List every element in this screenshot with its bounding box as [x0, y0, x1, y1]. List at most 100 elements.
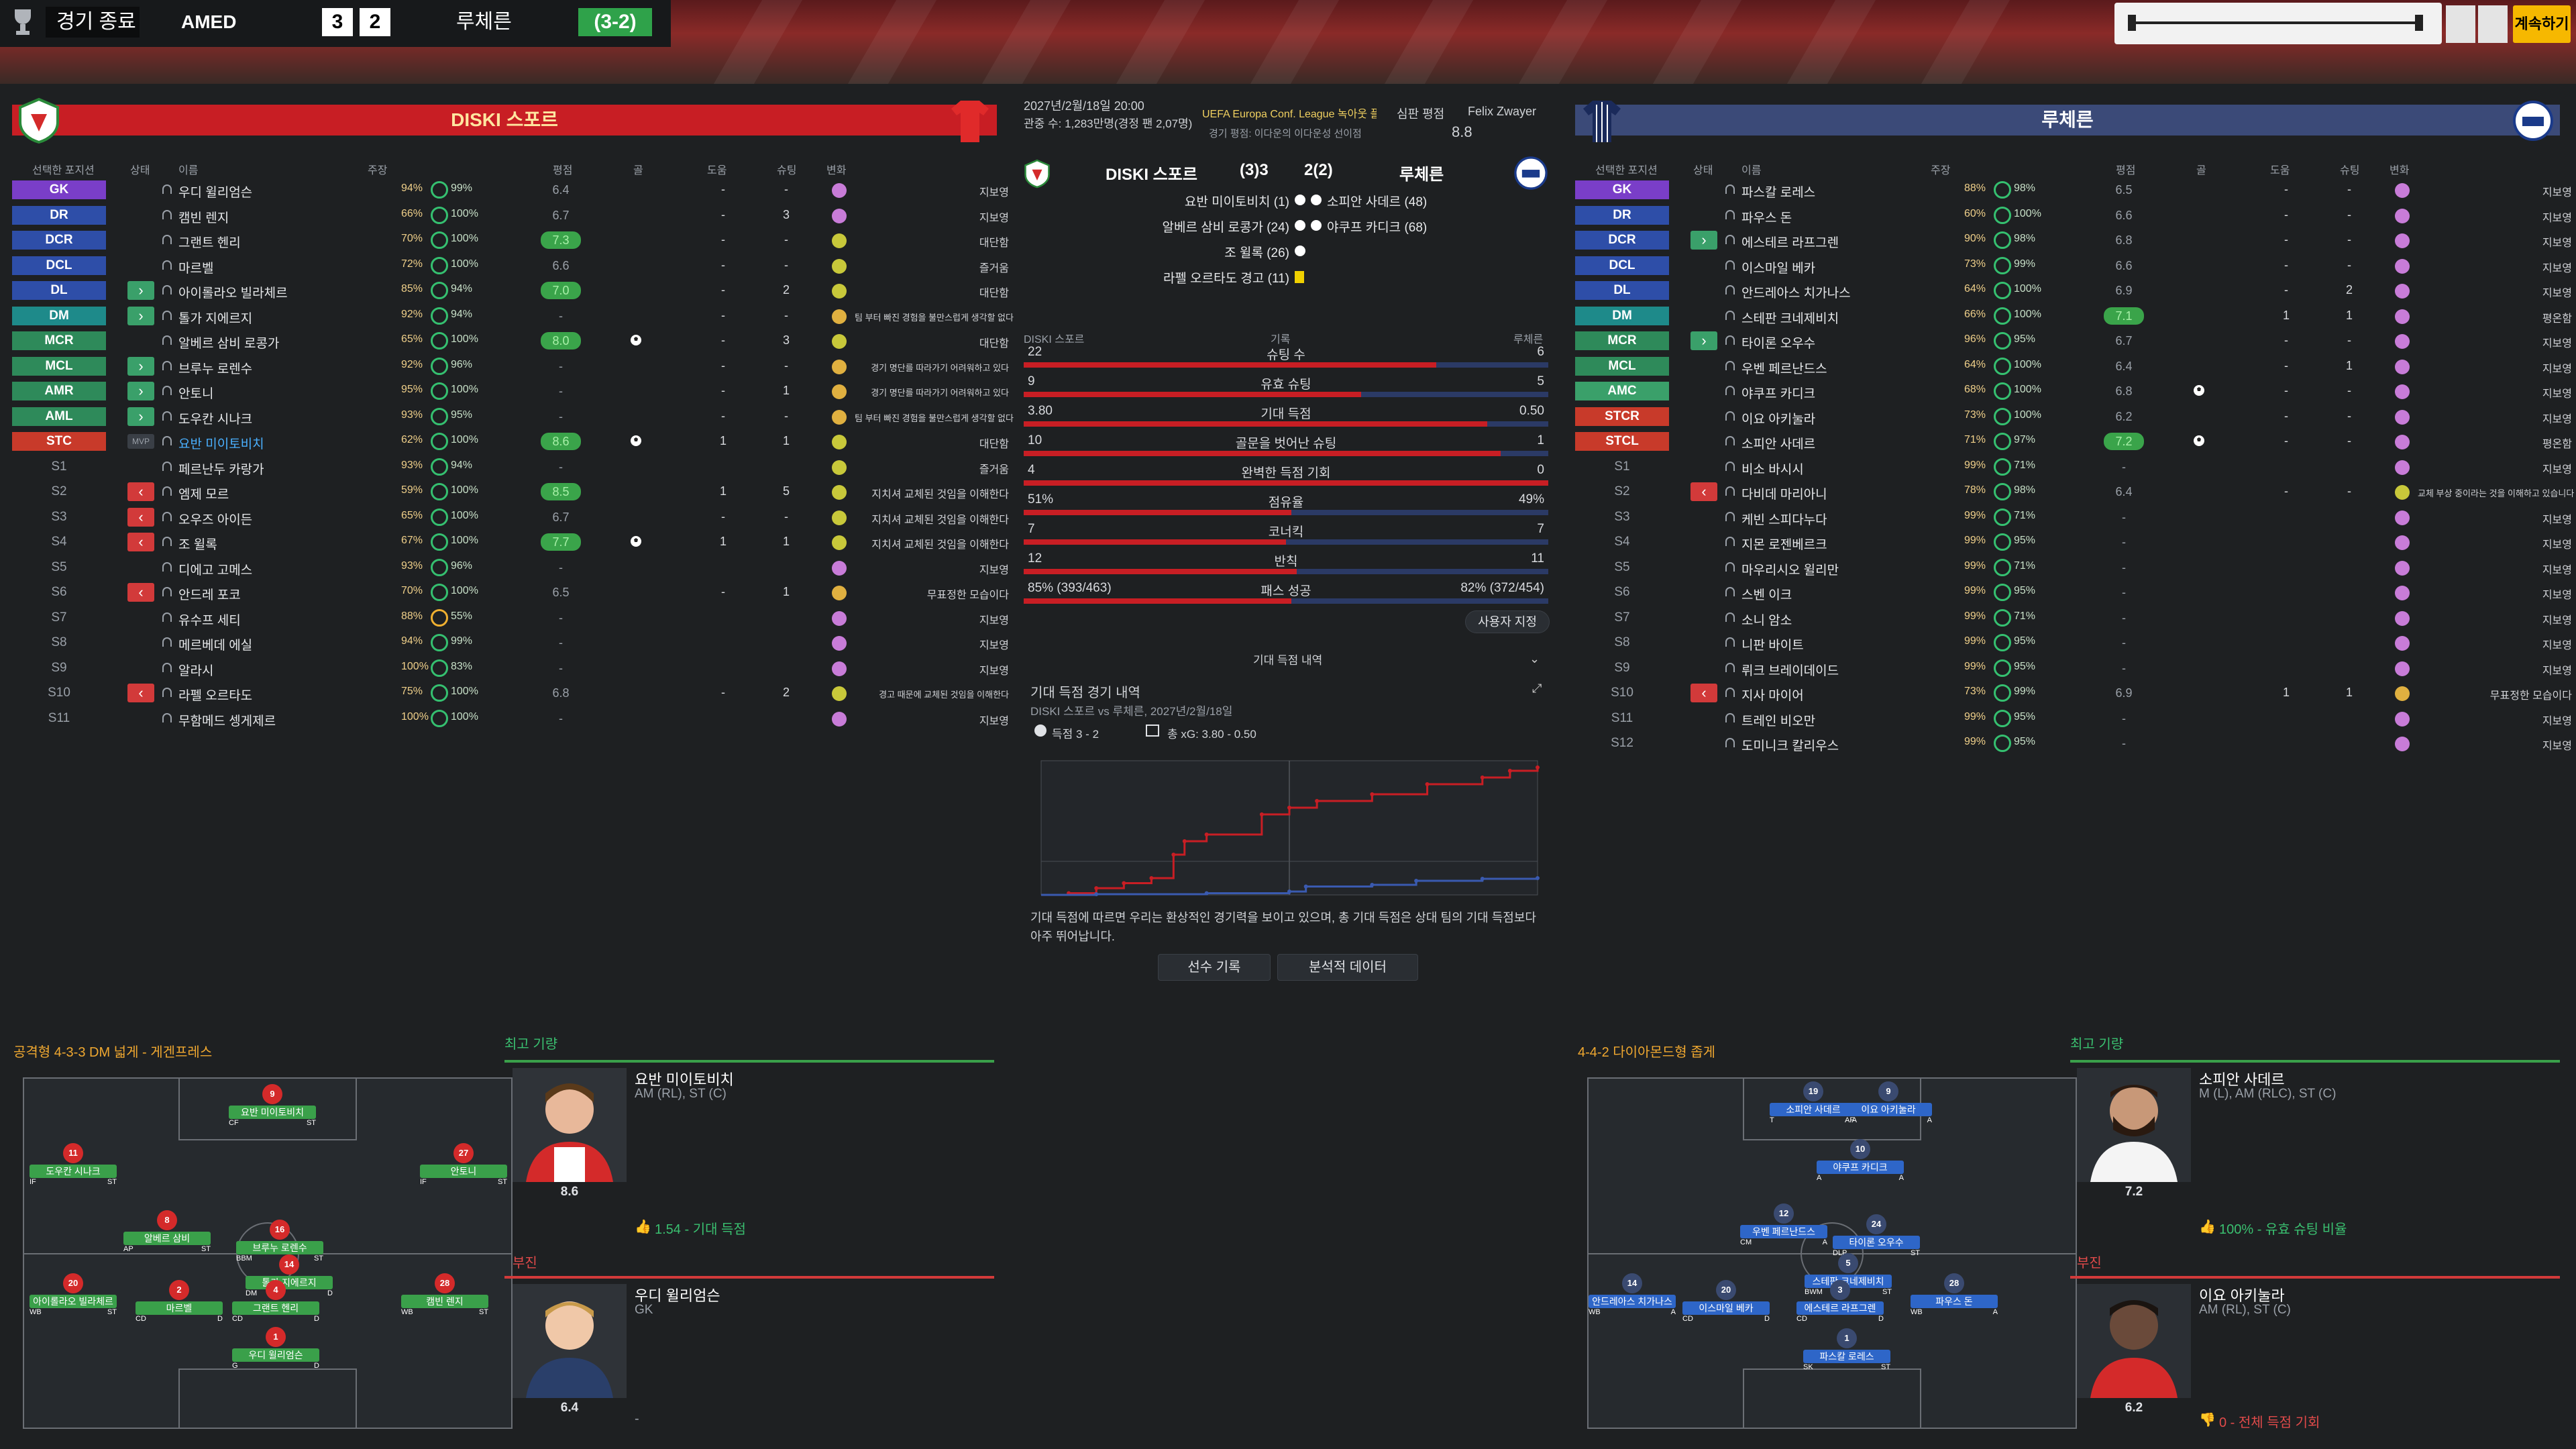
col-status[interactable]: 상태 [1693, 165, 1713, 176]
col-goals[interactable]: 골 [633, 165, 643, 176]
table-row[interactable]: S10 ‹ 지사 마이어 73% 99% 6.9 1 1 무표정한 모습이다 [1575, 680, 2572, 706]
pitch-player[interactable]: 11 도우칸 시나크 IF ST [30, 1143, 117, 1186]
pitch-player[interactable]: 8 알베르 삼비 AP ST [123, 1210, 211, 1253]
col-assists[interactable]: 도움 [707, 165, 727, 176]
player-name[interactable]: 파우스 돈 [1741, 211, 1792, 225]
player-name[interactable]: 알라시 [178, 663, 214, 678]
table-row[interactable]: S5 디에고 고메스 93% 96% - 지보영 [12, 555, 1009, 580]
player-name[interactable]: 캠빈 렌지 [178, 211, 229, 225]
table-row[interactable]: STC MVP 요반 미이토비치 62% 100% 8.6 1 1 대단함 [12, 429, 1009, 454]
table-row[interactable]: MCL 우벤 페르난드스 64% 100% 6.4 - 1 지보영 [1575, 354, 2572, 379]
table-row[interactable]: DR 캠빈 렌지 66% 100% 6.7 - 3 지보영 [12, 203, 1009, 228]
player-name[interactable]: 오우즈 아이든 [178, 513, 253, 527]
player-name[interactable]: 도우칸 시나크 [178, 412, 253, 427]
player-name[interactable]: 비소 바시시 [1741, 462, 1804, 477]
referee-name[interactable]: Felix Zwayer [1468, 105, 1537, 118]
sub-in-icon[interactable]: › [127, 407, 154, 426]
home-best-name[interactable]: 요반 미이토비치 [635, 1071, 734, 1088]
table-row[interactable]: S11 트레인 비오만 99% 95% - 지보영 [1575, 706, 2572, 731]
pitch-player[interactable]: 5 스테판 크네제비치 BWM ST [1805, 1253, 1892, 1296]
sub-in-icon[interactable]: › [127, 306, 154, 325]
table-row[interactable]: S5 마우리시오 윌리만 99% 71% - 지보영 [1575, 555, 2572, 580]
player-name[interactable]: 디에고 고메스 [178, 563, 253, 578]
player-name[interactable]: 트레인 비오만 [1741, 714, 1816, 729]
col-captain[interactable]: 주장 [1931, 165, 1951, 176]
analysis-data-button[interactable]: 분석적 데이터 [1277, 954, 1418, 981]
sub-in-icon[interactable]: › [1690, 231, 1717, 250]
table-row[interactable]: S7 유수프 세티 88% 55% - 지보영 [12, 605, 1009, 631]
pitch-player[interactable]: 9 이요 아키눌라 AF A [1845, 1081, 1932, 1124]
sub-in-icon[interactable]: › [127, 356, 154, 376]
player-name[interactable]: 소피안 사데르 [1741, 437, 1816, 451]
table-row[interactable]: AMC 야쿠프 카디크 68% 100% 6.8 - - 지보영 [1575, 378, 2572, 404]
col-goals[interactable]: 골 [2196, 165, 2206, 176]
col-assists[interactable]: 도움 [2270, 165, 2290, 176]
pitch-player[interactable]: 9 요반 미이토비치 CF ST [229, 1084, 316, 1127]
custom-stats-button[interactable]: 사용자 지정 [1465, 610, 1550, 633]
table-row[interactable]: GK 우디 윌리엄슨 94% 99% 6.4 - - 지보영 [12, 177, 1009, 203]
sub-out-icon[interactable]: ‹ [127, 533, 154, 551]
player-name[interactable]: 안드레아스 치가나스 [1741, 286, 1851, 301]
table-row[interactable]: S9 뤼크 브레이데이드 99% 95% - 지보영 [1575, 655, 2572, 681]
table-row[interactable]: AMR › 안토니 95% 100% - - 1 경기 명단를 따라가기 어려워하고 있다 [12, 378, 1009, 404]
table-row[interactable]: STCR 이요 아키눌라 73% 100% 6.2 - - 지보영 [1575, 404, 2572, 429]
sub-out-icon[interactable]: ‹ [1690, 684, 1717, 702]
col-change[interactable]: 변화 [2390, 165, 2410, 176]
player-name[interactable]: 다비데 마리아니 [1741, 488, 1827, 502]
pitch-player[interactable]: 3 에스테르 라프그렌 CD D [1796, 1280, 1884, 1323]
table-row[interactable]: S12 도미니크 칼리우스 99% 95% - 지보영 [1575, 731, 2572, 756]
player-name[interactable]: 이스마일 베카 [1741, 261, 1816, 276]
player-name[interactable]: 아이롤라오 빌라체르 [178, 286, 288, 301]
player-name[interactable]: 도미니크 칼리우스 [1741, 739, 1839, 753]
player-name[interactable]: 야쿠프 카디크 [1741, 387, 1816, 401]
pitch-player[interactable]: 12 우벤 페르난드스 CM A [1740, 1203, 1827, 1246]
pitch-player[interactable]: 2 마르벨 CD D [136, 1280, 223, 1323]
table-row[interactable]: S6 ‹ 안드레 포코 70% 100% 6.5 - 1 무표정한 모습이다 [12, 580, 1009, 605]
pitch-player[interactable]: 10 야쿠프 카디크 A A [1817, 1139, 1904, 1182]
table-row[interactable]: DCR 그랜트 헨리 70% 100% 7.3 - - 대단함 [12, 227, 1009, 253]
player-name[interactable]: 스테판 크네제비치 [1741, 311, 1839, 326]
pitch-player[interactable]: 4 그랜트 헨리 CD D [232, 1280, 319, 1323]
table-row[interactable]: DL 안드레아스 치가나스 64% 100% 6.9 - 2 지보영 [1575, 278, 2572, 303]
player-name[interactable]: 니판 바이트 [1741, 639, 1804, 653]
table-row[interactable]: S3 ‹ 오우즈 아이든 65% 100% 6.7 - - 지치셔 교체된 것임을 이해한다 [12, 504, 1009, 530]
chevron-down-icon[interactable] [2478, 5, 2508, 43]
chevron-down-icon[interactable]: ⌄ [1529, 652, 1540, 665]
table-row[interactable]: S10 ‹ 라펠 오르타도 75% 100% 6.8 - 2 경고 때문에 교체된 것임을 이해… [12, 680, 1009, 706]
player-name[interactable]: 메르베데 에실 [178, 639, 253, 653]
pitch-player[interactable]: 1 파스칼 로레스 SK ST [1803, 1328, 1890, 1371]
player-name[interactable]: 엠제 모르 [178, 488, 229, 502]
player-name[interactable]: 스벤 이크 [1741, 588, 1792, 602]
player-name[interactable]: 지사 마이어 [1741, 689, 1804, 703]
col-status[interactable]: 상태 [130, 165, 150, 176]
home-worst-name[interactable]: 우디 윌리엄슨 [635, 1287, 720, 1304]
col-name[interactable]: 이름 [1741, 165, 1762, 176]
pitch-player[interactable]: 16 브루누 로렌수 BBM ST [236, 1220, 323, 1263]
player-name[interactable]: 우벤 페르난드스 [1741, 362, 1827, 376]
col-position[interactable]: 선택한 포지션 [1595, 165, 1658, 176]
player-stats-button[interactable]: 선수 기록 [1158, 954, 1271, 981]
player-name[interactable]: 마르벨 [178, 261, 214, 276]
pitch-player[interactable]: 28 캠빈 렌지 WB ST [401, 1273, 488, 1316]
pitch-player[interactable]: 20 아이롤라오 빌라체르 WB ST [30, 1273, 117, 1316]
player-name[interactable]: 마우리시오 윌리만 [1741, 563, 1839, 578]
competition-link[interactable]: UEFA Europa Conf. League 녹아웃 플레이오프 2경... [1202, 109, 1377, 120]
player-name[interactable]: 파스칼 로레스 [1741, 186, 1816, 200]
table-row[interactable]: S3 케빈 스피다누다 99% 71% - 지보영 [1575, 504, 2572, 530]
home-tactic-title[interactable]: 공격형 4-3-3 DM 넓게 - 게겐프레스 [13, 1045, 213, 1060]
player-name[interactable]: 페르난두 카랑가 [178, 462, 264, 477]
player-name[interactable]: 타이론 오우수 [1741, 337, 1816, 351]
table-row[interactable]: DR 파우스 돈 60% 100% 6.6 - - 지보영 [1575, 203, 2572, 228]
table-row[interactable]: S8 메르베데 에실 94% 99% - 지보영 [12, 630, 1009, 655]
table-row[interactable]: DM 스테판 크네제비치 66% 100% 7.1 1 1 평온함 [1575, 303, 2572, 329]
table-row[interactable]: MCR 알베르 삼비 로콩가 65% 100% 8.0 - 3 대단함 [12, 328, 1009, 354]
col-name[interactable]: 이름 [178, 165, 199, 176]
away-best-label[interactable]: 최고 기량 [2070, 1037, 2124, 1052]
table-row[interactable]: GK 파스칼 로레스 88% 98% 6.5 - - 지보영 [1575, 177, 2572, 203]
away-best-name[interactable]: 소피안 사데르 [2199, 1071, 2285, 1088]
player-name[interactable]: 케빈 스피다누다 [1741, 513, 1827, 527]
table-row[interactable]: S2 ‹ 다비데 마리아니 78% 98% 6.4 - - 교체 부상 중이라는 것을 이해하고… [1575, 479, 2574, 504]
table-row[interactable]: S4 ‹ 조 윌록 67% 100% 7.7 1 1 지치셔 교체된 것임을 이해한다 [12, 529, 1009, 555]
player-name[interactable]: 안드레 포코 [178, 588, 241, 602]
table-row[interactable]: DCL 마르벨 72% 100% 6.6 - - 즐거움 [12, 253, 1009, 278]
